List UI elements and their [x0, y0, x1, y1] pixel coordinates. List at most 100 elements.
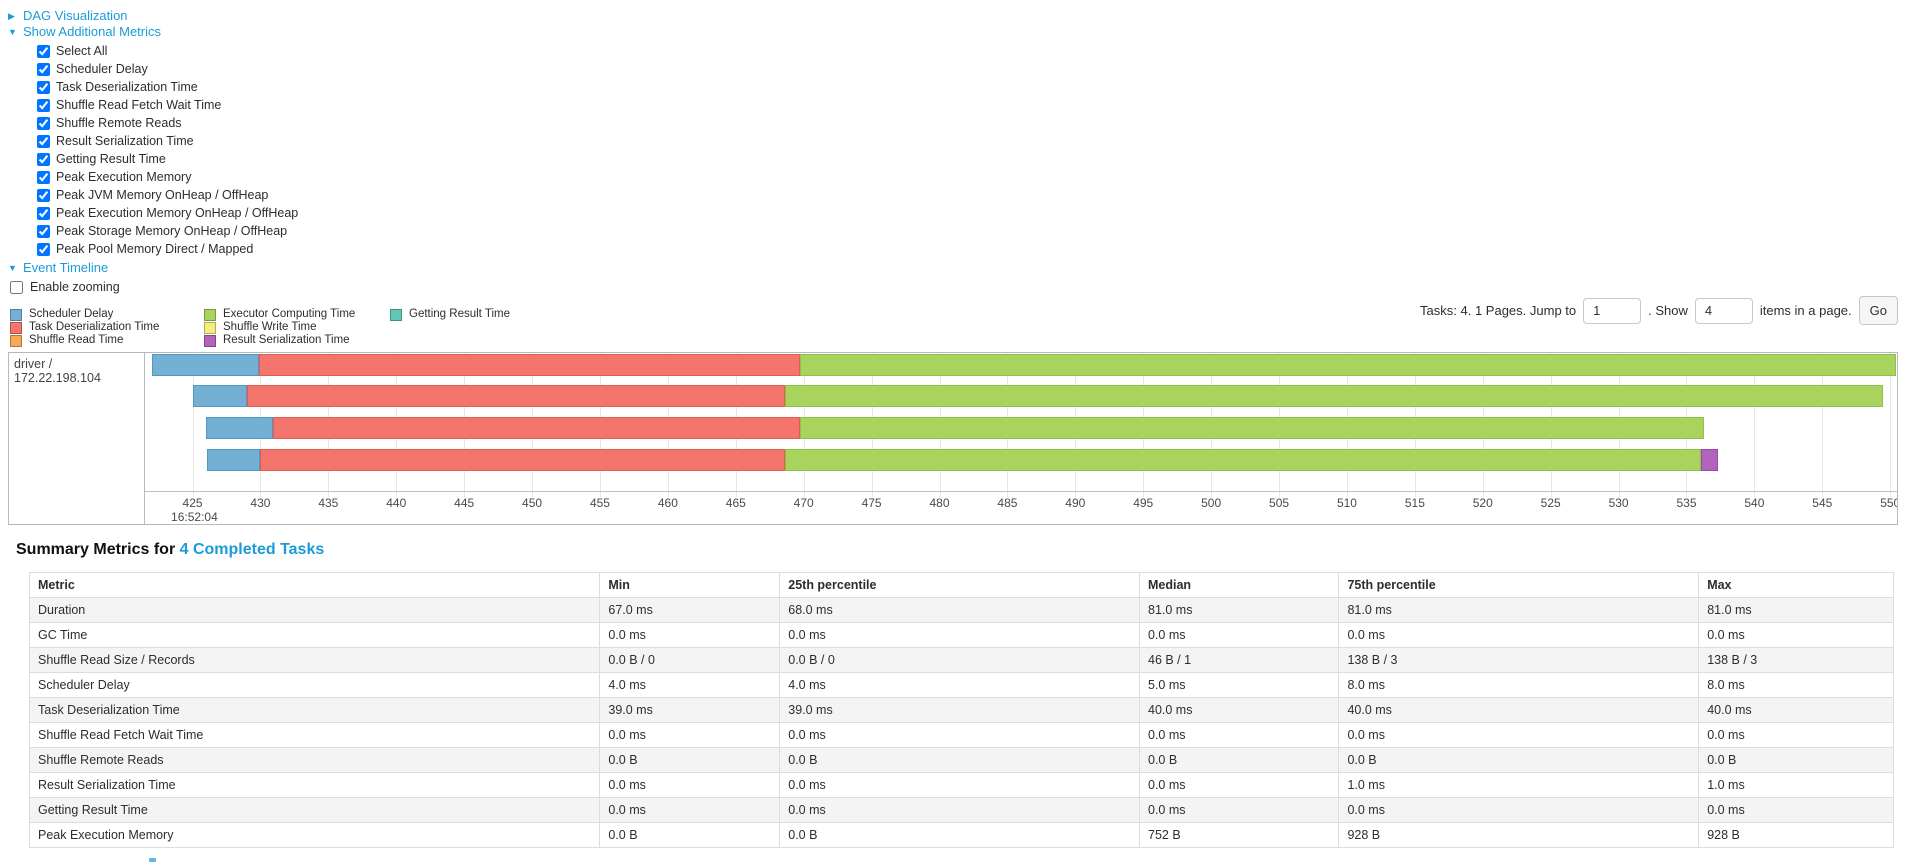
task-segment-executor-computing[interactable]: [799, 354, 1896, 376]
metric-value-cell: 4.0 ms: [779, 672, 1140, 698]
table-row: GC Time 0.0 ms 0.0 ms 0.0 ms 0.0 ms 0.0 ms: [28, 622, 1894, 648]
metric-checkbox[interactable]: [37, 134, 50, 148]
metric-value-cell: 46 B / 1: [1138, 647, 1340, 673]
task-segment-executor-computing[interactable]: [784, 449, 1702, 471]
legend-item-shuffle-write: Shuffle Write Time: [204, 321, 390, 334]
axis-tick-label: 480: [929, 496, 950, 510]
axis-tick-label: 490: [1065, 496, 1086, 510]
metric-checkbox-label: Peak JVM Memory OnHeap / OffHeap: [56, 188, 269, 202]
pagination-items-label: items in a page.: [1759, 303, 1852, 318]
metric-value-cell: 0.0 ms: [599, 622, 781, 648]
metric-name-cell: Task Deserialization Time: [28, 697, 601, 723]
metric-value-cell: 928 B: [1698, 822, 1894, 848]
metric-value-cell: 0.0 ms: [1698, 722, 1894, 748]
timeline-plot-area: [145, 353, 1897, 497]
metric-value-cell: 0.0 B: [1698, 747, 1894, 773]
metric-checkbox[interactable]: [37, 62, 50, 76]
task-segment-scheduler-delay[interactable]: [192, 385, 247, 407]
table-row: Peak Execution Memory 0.0 B 0.0 B 752 B 928 …: [28, 822, 1894, 848]
metric-checkbox-label: Peak Pool Memory Direct / Mapped: [56, 242, 254, 256]
metric-checkbox[interactable]: [37, 206, 50, 220]
legend-label: Result Serialization Time: [223, 334, 350, 346]
task-segment-task-deserialization[interactable]: [246, 385, 785, 407]
metric-checkbox-item: Result Serialization Time: [37, 132, 1898, 150]
legend-swatch: [10, 308, 22, 321]
metric-value-cell: 81.0 ms: [1138, 597, 1340, 623]
axis-gridline: [1754, 353, 1756, 497]
table-row: Task Deserialization Time 39.0 ms 39.0 ms 4…: [28, 697, 1894, 723]
task-segment-result-serialization[interactable]: [1701, 449, 1718, 471]
task-segment-task-deserialization[interactable]: [272, 417, 800, 439]
axis-tick-label: 465: [725, 496, 746, 510]
metric-value-cell: 81.0 ms: [1698, 597, 1894, 623]
summary-metrics-title: Summary Metrics for 4 Completed Tasks: [16, 541, 1890, 559]
metric-value-cell: 0.0 B: [1338, 747, 1700, 773]
table-header-cell: Min: [599, 572, 781, 598]
task-segment-task-deserialization[interactable]: [259, 354, 800, 376]
metric-checkbox[interactable]: [37, 224, 50, 238]
enable-zooming-checkbox[interactable]: [10, 280, 23, 294]
metric-value-cell: 138 B / 3: [1698, 647, 1894, 673]
table-header-cell: Median: [1138, 572, 1340, 598]
pagination-summary-text: Tasks: 4. 1 Pages. Jump to: [1420, 303, 1577, 318]
metric-checkbox[interactable]: [37, 80, 50, 94]
axis-tick-label: 500: [1201, 496, 1222, 510]
completed-tasks-link[interactable]: 4 Completed Tasks: [179, 541, 325, 558]
metric-value-cell: 67.0 ms: [599, 597, 781, 623]
axis-tick-label: 445: [454, 496, 475, 510]
table-header-cell: Max: [1698, 572, 1894, 598]
table-row: Duration 67.0 ms 68.0 ms 81.0 ms 81.0 ms 81.0…: [28, 597, 1894, 623]
table-header-cell: 25th percentile: [779, 572, 1140, 598]
metric-checkbox[interactable]: [37, 188, 50, 202]
task-segment-task-deserialization[interactable]: [260, 449, 785, 471]
legend-swatch: [10, 334, 22, 347]
metric-value-cell: 0.0 B: [779, 822, 1140, 848]
metric-value-cell: 0.0 B / 0: [779, 647, 1140, 673]
items-per-page-input[interactable]: [1694, 297, 1753, 324]
axis-tick-label: 425: [182, 496, 203, 510]
metric-value-cell: 4.0 ms: [599, 672, 781, 698]
axis-tick-label: 460: [657, 496, 678, 510]
legend-item-shuffle-read: Shuffle Read Time: [10, 334, 204, 347]
metric-value-cell: 0.0 ms: [1138, 797, 1340, 823]
axis-tick-label: 440: [386, 496, 407, 510]
chevron-right-icon: ▶: [8, 10, 15, 21]
task-segment-scheduler-delay[interactable]: [206, 417, 273, 439]
metric-value-cell: 1.0 ms: [1338, 772, 1700, 798]
task-segment-executor-computing[interactable]: [784, 385, 1884, 407]
metric-checkbox[interactable]: [37, 242, 50, 256]
metric-name-cell: Shuffle Remote Reads: [28, 747, 601, 773]
show-additional-metrics-label: Show Additional Metrics: [23, 24, 162, 39]
metric-value-cell: 5.0 ms: [1138, 672, 1340, 698]
metric-checkbox-label: Result Serialization Time: [56, 134, 194, 148]
dag-visualization-toggle[interactable]: ▶ DAG Visualization: [8, 8, 1898, 23]
jump-to-page-input[interactable]: [1583, 297, 1642, 324]
legend-swatch: [204, 334, 216, 347]
metric-checkbox[interactable]: [37, 116, 50, 130]
metric-checkbox-label: Task Deserialization Time: [56, 80, 198, 94]
table-header-row: Metric Min 25th percentile Median 75th perce…: [28, 572, 1894, 598]
task-segment-executor-computing[interactable]: [799, 417, 1705, 439]
legend-label: Shuffle Write Time: [223, 321, 317, 333]
metric-checkbox[interactable]: [37, 152, 50, 166]
table-row: Shuffle Read Size / Records 0.0 B / 0 0.0 …: [28, 647, 1894, 673]
metric-value-cell: 0.0 B: [779, 747, 1140, 773]
axis-tick-label: 510: [1336, 496, 1357, 510]
event-timeline-toggle[interactable]: ▼ Event Timeline: [8, 260, 1898, 275]
metric-checkbox[interactable]: [37, 44, 50, 58]
task-segment-scheduler-delay[interactable]: [151, 354, 260, 376]
legend-swatch: [390, 308, 402, 321]
metric-value-cell: 39.0 ms: [599, 697, 781, 723]
metric-checkbox[interactable]: [37, 98, 50, 112]
metric-checkbox[interactable]: [37, 170, 50, 184]
legend-item-executor-computing: Executor Computing Time: [204, 308, 390, 321]
axis-tick-label: 455: [589, 496, 610, 510]
summary-metrics-table: Metric Min 25th percentile Median 75th perce…: [28, 572, 1894, 848]
task-segment-scheduler-delay[interactable]: [207, 449, 261, 471]
axis-gridline: [192, 353, 194, 497]
axis-tick-label: 515: [1404, 496, 1425, 510]
metric-value-cell: 0.0 ms: [1338, 722, 1700, 748]
show-additional-metrics-toggle[interactable]: ▼ Show Additional Metrics: [8, 24, 1898, 39]
metric-name-cell: Duration: [28, 597, 601, 623]
go-button[interactable]: Go: [1858, 296, 1898, 325]
